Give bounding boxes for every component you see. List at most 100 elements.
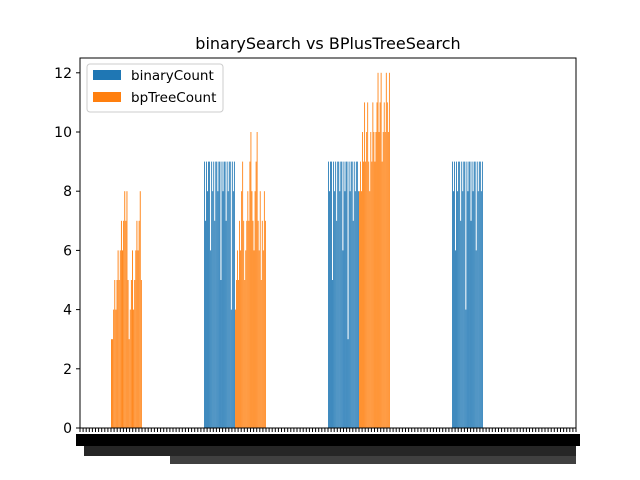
bar-binaryCount	[348, 161, 350, 428]
bar-bpTreeCount	[253, 250, 255, 428]
bar-bpTreeCount	[238, 280, 239, 428]
bar-bpTreeCount	[261, 220, 263, 428]
bar-bpTreeCount	[378, 132, 380, 428]
bar-binaryCount	[215, 161, 217, 428]
bar-bpTreeCount	[138, 220, 140, 428]
bar-binaryCount	[473, 161, 475, 428]
bar-bpTreeCount	[370, 132, 372, 428]
bar-bpTreeCount	[237, 250, 238, 428]
bar-bpTreeCount	[248, 220, 250, 428]
y-tick-label: 2	[63, 362, 72, 378]
bar-bpTreeCount	[263, 191, 265, 428]
y-tick-label: 6	[63, 243, 72, 259]
bar-bpTreeCount	[373, 132, 375, 428]
bar-bpTreeCount	[359, 191, 360, 428]
bar-binaryCount	[207, 191, 208, 428]
bar-binaryCount	[204, 161, 205, 428]
y-tick-label: 0	[63, 421, 72, 437]
bar-bpTreeCount	[246, 220, 248, 428]
bar-bpTreeCount	[367, 102, 369, 429]
y-axis: 0 2 4 6 8 10 12	[54, 66, 80, 437]
bar-binaryCount	[457, 191, 459, 428]
bar-bpTreeCount	[368, 161, 370, 428]
bar-bpTreeCount	[111, 339, 112, 428]
bar-binaryCount	[214, 220, 216, 428]
bar-bpTreeCount	[242, 161, 244, 428]
bar-binaryCount	[464, 161, 466, 428]
bar-bpTreeCount	[128, 339, 130, 428]
bar-binaryCount	[217, 191, 219, 428]
bar-bpTreeCount	[241, 191, 243, 428]
bar-bpTreeCount	[130, 280, 132, 428]
bar-bpTreeCount	[133, 309, 135, 428]
bar-binaryCount	[474, 161, 476, 428]
bar-bpTreeCount	[120, 220, 122, 428]
bar-binaryCount	[468, 161, 470, 428]
bar-binaryCount	[459, 161, 461, 428]
bar-bpTreeCount	[380, 72, 382, 429]
bar-bpTreeCount	[112, 339, 114, 428]
bar-bpTreeCount	[258, 250, 260, 428]
bar-binaryCount	[219, 161, 221, 428]
bar-bpTreeCount	[136, 220, 138, 428]
bar-bpTreeCount	[126, 191, 128, 428]
bar-binaryCount	[232, 191, 234, 428]
legend-label-bpTreeCount: bpTreeCount	[131, 90, 216, 106]
bar-binaryCount	[476, 161, 478, 428]
bar-binaryCount	[338, 161, 340, 428]
bar-bpTreeCount	[256, 132, 258, 428]
bar-binaryCount	[221, 161, 223, 428]
bar-binaryCount	[463, 161, 465, 428]
bar-binaryCount	[335, 161, 337, 428]
bar-binaryCount	[460, 220, 462, 428]
bar-binaryCount	[352, 220, 354, 428]
bar-bpTreeCount	[139, 191, 141, 428]
bar-binaryCount	[208, 161, 209, 428]
bar-bpTreeCount	[374, 161, 376, 428]
bar-bpTreeCount	[113, 309, 115, 428]
bar-binaryCount	[351, 161, 353, 428]
bar-binaryCount	[470, 220, 472, 428]
bar-binaryCount	[475, 250, 477, 428]
chart-title: binarySearch vs BPlusTreeSearch	[195, 34, 460, 53]
bar-bpTreeCount	[264, 220, 266, 428]
bar-binaryCount	[454, 161, 455, 428]
bar-binaryCount	[481, 161, 483, 428]
bar-binaryCount	[354, 191, 356, 428]
bar-bpTreeCount	[249, 161, 251, 428]
bar-binaryCount	[461, 161, 463, 428]
bar-bpTreeCount	[254, 191, 256, 428]
bar-binaryCount	[210, 250, 212, 428]
bar-bpTreeCount	[244, 280, 246, 428]
bar-bpTreeCount	[379, 102, 381, 429]
bar-binaryCount	[230, 309, 232, 428]
bar-binaryCount	[211, 161, 213, 428]
bar-binaryCount	[228, 161, 230, 428]
bar-binaryCount	[341, 161, 343, 428]
bar-binaryCount	[349, 191, 351, 428]
bar-binaryCount	[350, 161, 352, 428]
bar-bpTreeCount	[132, 250, 133, 428]
bar-binaryCount	[479, 161, 481, 428]
bar-bpTreeCount	[116, 280, 118, 428]
bar-binaryCount	[329, 191, 330, 428]
bar-bpTreeCount	[129, 309, 131, 428]
bar-bpTreeCount	[360, 161, 361, 428]
bar-layer	[111, 72, 483, 429]
bar-binaryCount	[344, 191, 346, 428]
bar-bpTreeCount	[117, 250, 119, 428]
bar-bpTreeCount	[371, 161, 373, 428]
bar-binaryCount	[227, 191, 229, 428]
bar-bpTreeCount	[382, 132, 384, 428]
bar-binaryCount	[466, 161, 468, 428]
bar-binaryCount	[467, 191, 469, 428]
bar-bpTreeCount	[135, 250, 137, 428]
bar-binaryCount	[478, 161, 480, 428]
bar-binaryCount	[337, 161, 339, 428]
bar-binaryCount	[233, 161, 235, 428]
bar-binaryCount	[220, 280, 222, 428]
bar-binaryCount	[213, 161, 215, 428]
bar-bpTreeCount	[386, 102, 388, 429]
bar-bpTreeCount	[376, 102, 378, 429]
bar-binaryCount	[452, 161, 453, 428]
